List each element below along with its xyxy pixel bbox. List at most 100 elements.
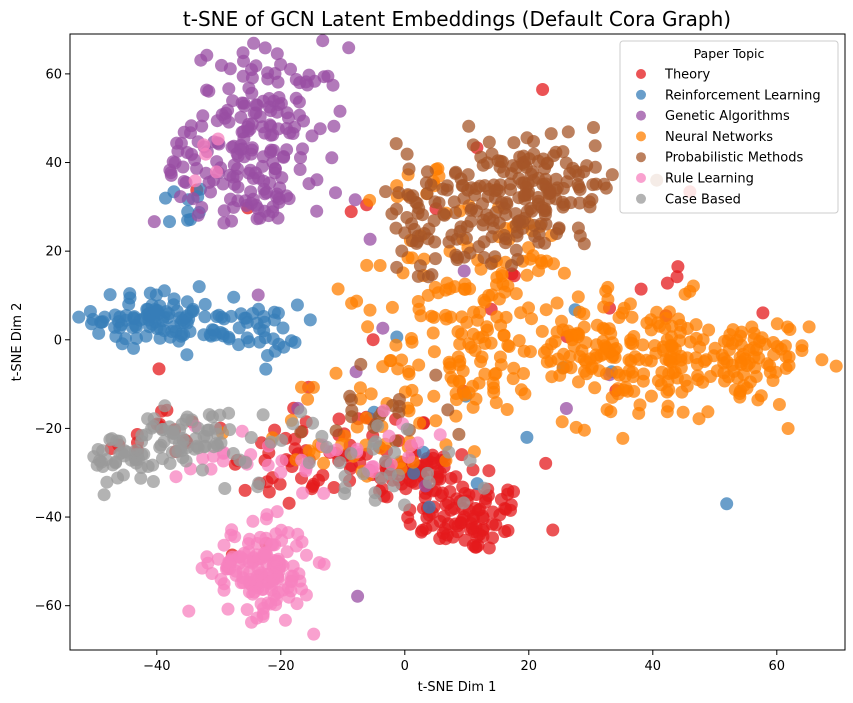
legend-label: Probabilistic Methods	[665, 151, 803, 166]
scatter-point	[217, 577, 231, 591]
scatter-point	[517, 344, 531, 358]
scatter-point	[245, 71, 259, 85]
scatter-point	[113, 434, 127, 448]
scatter-point	[506, 372, 520, 386]
scatter-point	[216, 177, 230, 191]
scatter-point	[294, 425, 308, 439]
scatter-point	[317, 456, 331, 470]
scatter-point	[238, 311, 252, 325]
scatter-point	[272, 91, 286, 104]
legend-marker	[636, 89, 646, 100]
scatter-point	[490, 310, 504, 324]
scatter-point	[512, 334, 526, 348]
scatter-point	[710, 364, 724, 378]
scatter-point	[148, 303, 162, 317]
scatter-point	[622, 353, 636, 367]
scatter-point	[267, 573, 280, 587]
scatter-point	[235, 424, 249, 438]
scatter-point	[256, 408, 270, 422]
legend-title: Paper Topic	[694, 46, 765, 61]
scatter-point	[317, 486, 331, 500]
scatter-point	[171, 144, 185, 158]
scatter-point	[573, 183, 587, 196]
scatter-point	[772, 398, 786, 411]
legend: Paper Topic Theory Reinforcement Learning…	[619, 40, 839, 214]
scatter-point	[493, 350, 507, 364]
scatter-point	[463, 454, 477, 467]
scatter-point	[350, 420, 364, 434]
y-tick-label: 20	[45, 245, 62, 260]
scatter-point	[240, 603, 254, 617]
scatter-point	[488, 368, 502, 381]
scatter-point	[246, 514, 260, 528]
scatter-point	[245, 141, 259, 155]
scatter-point	[702, 323, 716, 337]
scatter-point	[599, 181, 613, 195]
scatter-point	[344, 393, 358, 407]
scatter-point	[228, 530, 242, 544]
scatter-point	[344, 205, 358, 219]
scatter-point	[532, 154, 545, 168]
scatter-point	[179, 413, 193, 427]
scatter-point	[573, 350, 587, 364]
scatter-point	[251, 561, 265, 575]
scatter-point	[360, 258, 374, 272]
scatter-point	[500, 403, 514, 416]
scatter-point	[156, 422, 170, 436]
scatter-point	[494, 493, 508, 506]
scatter-point	[580, 159, 594, 173]
scatter-point	[157, 284, 171, 298]
scatter-point	[329, 186, 342, 200]
scatter-point	[524, 202, 538, 215]
scatter-point	[243, 532, 256, 546]
scatter-point	[364, 387, 378, 401]
scatter-point	[507, 485, 520, 499]
scatter-point	[455, 310, 469, 324]
scatter-point	[555, 415, 569, 429]
scatter-point	[490, 270, 504, 284]
scatter-point	[191, 421, 205, 435]
scatter-point	[636, 338, 650, 352]
scatter-point	[244, 573, 258, 586]
scatter-point	[332, 412, 346, 426]
scatter-point	[244, 431, 258, 444]
scatter-point	[720, 497, 734, 511]
scatter-point	[436, 182, 450, 196]
scatter-point	[306, 416, 320, 430]
scatter-point	[501, 279, 515, 293]
scatter-point	[540, 254, 554, 268]
scatter-point	[802, 320, 816, 334]
legend-label: Case Based	[665, 192, 741, 207]
scatter-point	[660, 276, 674, 290]
scatter-point	[615, 306, 629, 320]
scatter-point	[139, 428, 153, 442]
scatter-point	[488, 191, 502, 205]
scatter-point	[509, 243, 523, 257]
scatter-point	[670, 371, 684, 385]
scatter-point	[577, 423, 591, 437]
scatter-point	[557, 347, 571, 361]
scatter-point	[550, 296, 564, 310]
scatter-point	[192, 280, 206, 294]
scatter-point	[507, 361, 521, 375]
scatter-point	[567, 339, 581, 353]
scatter-point	[482, 135, 496, 149]
scatter-point	[546, 523, 560, 537]
scatter-point	[421, 466, 434, 480]
scatter-point	[451, 525, 464, 539]
scatter-point	[196, 452, 210, 465]
scatter-point	[487, 385, 501, 399]
scatter-point	[373, 259, 387, 272]
x-axis-label: t-SNE Dim 1	[418, 680, 497, 695]
scatter-point	[659, 352, 673, 366]
scatter-point	[525, 312, 538, 326]
scatter-point	[395, 353, 409, 367]
scatter-point	[163, 457, 177, 470]
scatter-point	[669, 342, 682, 356]
scatter-point	[300, 548, 313, 562]
x-tick-label: 60	[769, 659, 786, 674]
scatter-point	[523, 252, 537, 266]
scatter-point	[459, 231, 473, 245]
scatter-point	[633, 398, 647, 412]
scatter-point	[239, 456, 253, 469]
